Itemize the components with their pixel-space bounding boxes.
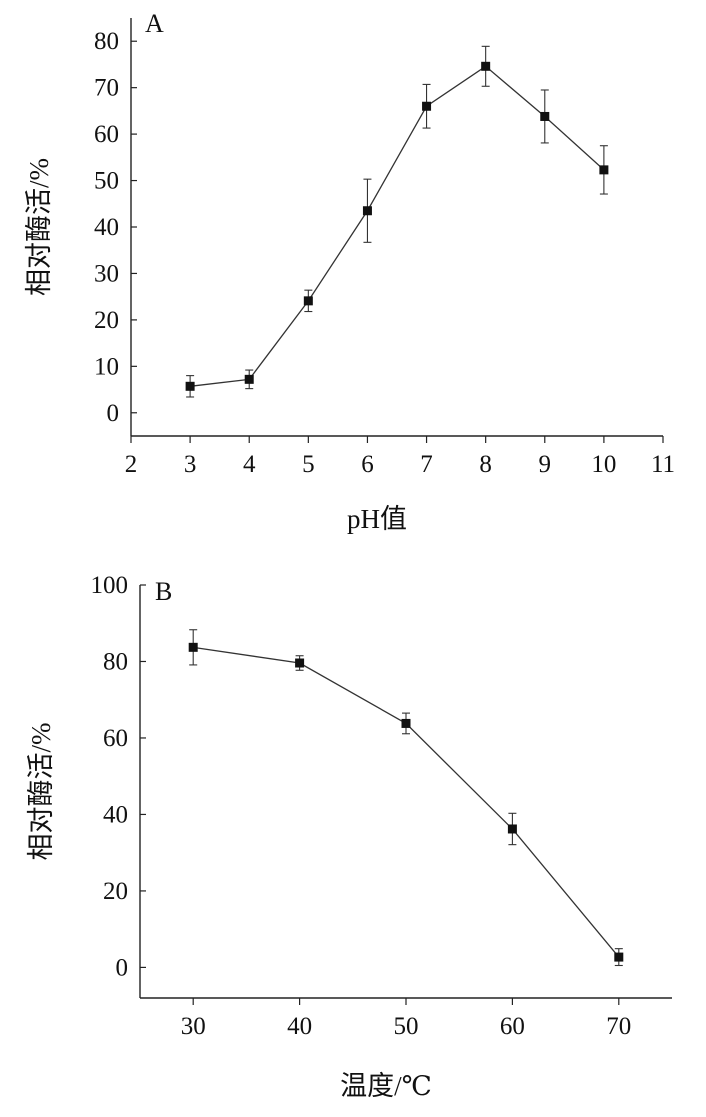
y-axis-title: 相对酶活/% xyxy=(24,158,54,296)
x-tick-label: 50 xyxy=(394,1013,419,1040)
data-point xyxy=(507,824,517,834)
y-tick-label: 60 xyxy=(103,725,128,752)
y-tick-label: 100 xyxy=(91,572,129,599)
x-tick-label: 4 xyxy=(243,451,256,478)
x-axis-title: 温度/℃ xyxy=(340,1071,432,1101)
data-point xyxy=(422,101,432,111)
panel-label: A xyxy=(145,9,164,38)
y-tick-label: 70 xyxy=(94,75,119,102)
x-tick-label: 9 xyxy=(539,451,552,478)
data-point xyxy=(614,952,624,962)
x-axis-title: pH值 xyxy=(347,504,407,534)
data-point xyxy=(481,61,491,71)
chart-panel-b: 0 20 40 60 80 100 30 40 50 60 70 B 温度/℃ 相对酶活/% xyxy=(26,572,672,1101)
y-tick-label: 10 xyxy=(94,353,119,380)
y-tick-label: 40 xyxy=(94,214,119,241)
y-tick-label: 0 xyxy=(107,400,120,427)
y-axis-title: 相对酶活/% xyxy=(26,723,56,861)
data-point xyxy=(188,642,198,652)
x-tick-label: 70 xyxy=(606,1013,631,1040)
data-point xyxy=(362,206,372,216)
series-line xyxy=(190,65,605,387)
y-tick-label: 40 xyxy=(103,801,128,828)
x-tick-label: 40 xyxy=(287,1013,312,1040)
x-tick-label: 3 xyxy=(184,451,197,478)
x-tick-label: 7 xyxy=(420,451,433,478)
x-tick-label: 6 xyxy=(361,451,374,478)
y-tick-label: 20 xyxy=(103,878,128,905)
y-tick-label: 80 xyxy=(103,648,128,675)
x-tick-label: 30 xyxy=(181,1013,206,1040)
y-tick-label: 50 xyxy=(94,168,119,195)
y-tick-label: 80 xyxy=(94,28,119,55)
data-point xyxy=(401,718,411,728)
x-tick-label: 60 xyxy=(500,1013,525,1040)
x-tick-label: 2 xyxy=(125,451,138,478)
x-tick-label: 8 xyxy=(479,451,492,478)
data-point xyxy=(295,658,305,668)
y-tick-label: 0 xyxy=(116,954,129,981)
data-point xyxy=(540,111,550,121)
data-point xyxy=(599,165,609,175)
y-tick-label: 60 xyxy=(94,121,119,148)
y-tick-label: 20 xyxy=(94,307,119,334)
series-line xyxy=(193,646,620,958)
data-point xyxy=(185,381,195,391)
data-point xyxy=(303,296,313,306)
y-tick-label: 30 xyxy=(94,260,119,287)
data-point xyxy=(244,374,254,384)
panel-label: B xyxy=(155,577,172,606)
x-tick-label: 11 xyxy=(651,451,675,478)
x-tick-label: 5 xyxy=(302,451,315,478)
x-tick-label: 10 xyxy=(591,451,616,478)
